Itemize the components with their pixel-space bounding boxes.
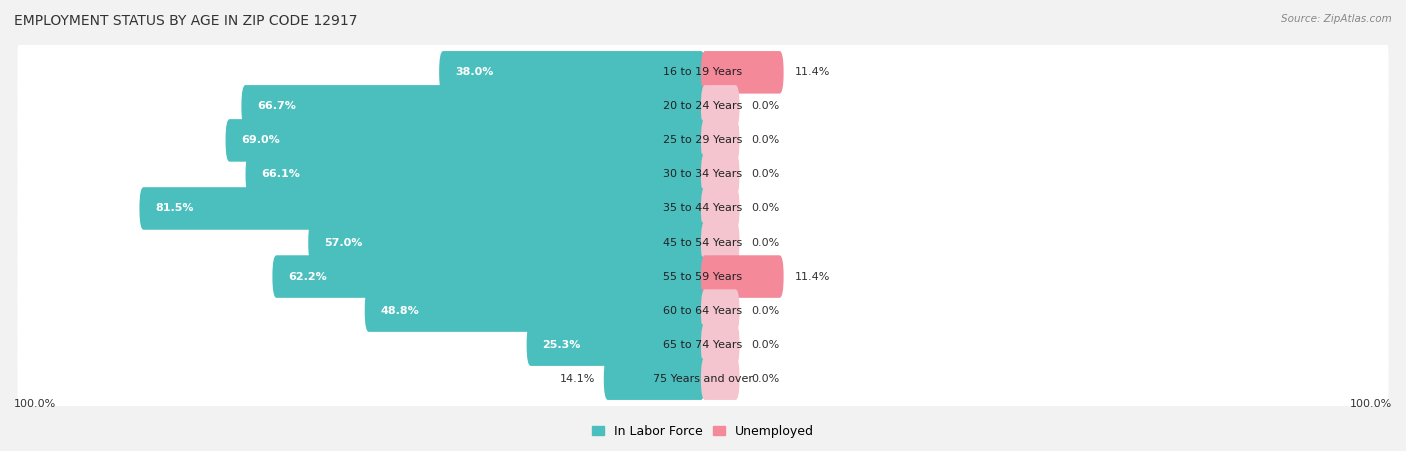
Text: 16 to 19 Years: 16 to 19 Years (664, 67, 742, 77)
Text: 0.0%: 0.0% (751, 238, 779, 248)
FancyBboxPatch shape (17, 346, 1389, 411)
Text: 25.3%: 25.3% (543, 340, 581, 350)
FancyBboxPatch shape (17, 176, 1389, 241)
Text: 30 to 34 Years: 30 to 34 Years (664, 170, 742, 179)
FancyBboxPatch shape (17, 312, 1389, 377)
FancyBboxPatch shape (527, 323, 704, 366)
FancyBboxPatch shape (702, 255, 783, 298)
Text: EMPLOYMENT STATUS BY AGE IN ZIP CODE 12917: EMPLOYMENT STATUS BY AGE IN ZIP CODE 129… (14, 14, 357, 28)
FancyBboxPatch shape (702, 290, 740, 332)
Text: 0.0%: 0.0% (751, 135, 779, 145)
FancyBboxPatch shape (17, 244, 1389, 309)
Text: 45 to 54 Years: 45 to 54 Years (664, 238, 742, 248)
Text: 62.2%: 62.2% (288, 272, 328, 281)
Text: 75 Years and over: 75 Years and over (652, 374, 754, 384)
Text: 55 to 59 Years: 55 to 59 Years (664, 272, 742, 281)
FancyBboxPatch shape (17, 278, 1389, 343)
Text: 60 to 64 Years: 60 to 64 Years (664, 306, 742, 316)
Text: 0.0%: 0.0% (751, 340, 779, 350)
FancyBboxPatch shape (702, 221, 740, 264)
Text: 0.0%: 0.0% (751, 374, 779, 384)
Text: 65 to 74 Years: 65 to 74 Years (664, 340, 742, 350)
FancyBboxPatch shape (17, 40, 1389, 105)
Text: 38.0%: 38.0% (456, 67, 494, 77)
Text: 0.0%: 0.0% (751, 306, 779, 316)
Text: 57.0%: 57.0% (325, 238, 363, 248)
FancyBboxPatch shape (702, 85, 740, 128)
Text: 66.1%: 66.1% (262, 170, 301, 179)
FancyBboxPatch shape (603, 357, 704, 400)
FancyBboxPatch shape (702, 187, 740, 230)
Text: 14.1%: 14.1% (560, 374, 596, 384)
FancyBboxPatch shape (439, 51, 704, 94)
FancyBboxPatch shape (702, 323, 740, 366)
FancyBboxPatch shape (17, 108, 1389, 173)
FancyBboxPatch shape (308, 221, 704, 264)
Text: 0.0%: 0.0% (751, 101, 779, 111)
Text: 0.0%: 0.0% (751, 203, 779, 213)
Text: 69.0%: 69.0% (242, 135, 280, 145)
FancyBboxPatch shape (702, 357, 740, 400)
Legend: In Labor Force, Unemployed: In Labor Force, Unemployed (586, 420, 820, 443)
Text: 100.0%: 100.0% (1350, 399, 1392, 409)
FancyBboxPatch shape (225, 119, 704, 161)
FancyBboxPatch shape (17, 142, 1389, 207)
Text: 66.7%: 66.7% (257, 101, 297, 111)
FancyBboxPatch shape (273, 255, 704, 298)
FancyBboxPatch shape (242, 85, 704, 128)
Text: 35 to 44 Years: 35 to 44 Years (664, 203, 742, 213)
FancyBboxPatch shape (702, 51, 783, 94)
Text: 48.8%: 48.8% (381, 306, 419, 316)
Text: Source: ZipAtlas.com: Source: ZipAtlas.com (1281, 14, 1392, 23)
FancyBboxPatch shape (17, 74, 1389, 139)
FancyBboxPatch shape (364, 290, 704, 332)
Text: 11.4%: 11.4% (796, 67, 831, 77)
Text: 81.5%: 81.5% (155, 203, 194, 213)
FancyBboxPatch shape (702, 119, 740, 161)
FancyBboxPatch shape (17, 210, 1389, 275)
FancyBboxPatch shape (246, 153, 704, 196)
Text: 25 to 29 Years: 25 to 29 Years (664, 135, 742, 145)
Text: 11.4%: 11.4% (796, 272, 831, 281)
Text: 20 to 24 Years: 20 to 24 Years (664, 101, 742, 111)
FancyBboxPatch shape (702, 153, 740, 196)
FancyBboxPatch shape (139, 187, 704, 230)
Text: 0.0%: 0.0% (751, 170, 779, 179)
Text: 100.0%: 100.0% (14, 399, 56, 409)
